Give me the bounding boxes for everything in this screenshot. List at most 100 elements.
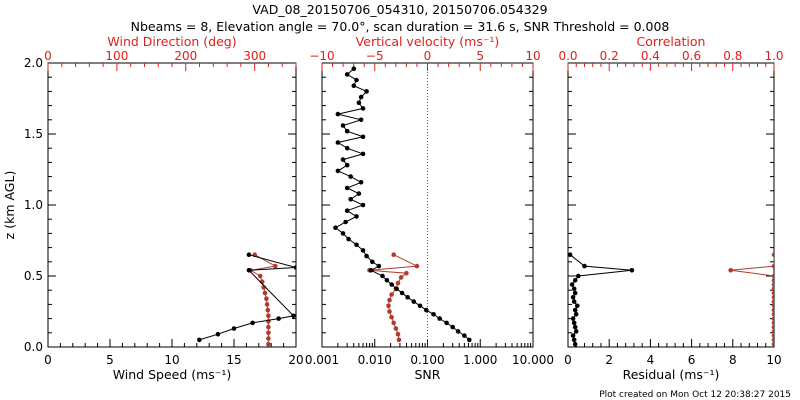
wind-direction-point (266, 336, 271, 341)
snr-point (335, 168, 341, 174)
snr-point (351, 83, 357, 88)
y-tick-label: 0.5 (24, 269, 43, 283)
residual-point (569, 282, 575, 287)
vertical-velocity-point (387, 297, 392, 303)
snr-point (360, 202, 366, 208)
snr-point (437, 316, 443, 321)
snr-point (389, 282, 395, 287)
snr-point (380, 273, 385, 279)
x-bottom-tick-label: 8 (729, 353, 737, 367)
snr-point (462, 333, 467, 338)
correlation-point (771, 341, 774, 347)
x-bottom-tick-label: 5 (106, 353, 114, 367)
residual-point (570, 295, 576, 300)
snr-point (417, 303, 423, 309)
snr-point (358, 94, 364, 100)
snr-point (354, 242, 359, 248)
snr-point (405, 295, 410, 300)
snr-point (340, 231, 346, 236)
residual-point (575, 303, 580, 309)
residual-point (571, 320, 577, 326)
correlation-point (771, 273, 774, 279)
snr-point (394, 286, 399, 292)
wind-direction-point (264, 302, 270, 307)
wind-speed-point (250, 320, 255, 326)
wind-direction-point (266, 330, 271, 336)
correlation-point (771, 307, 774, 313)
snr-point (399, 290, 405, 296)
wind-speed-point (293, 265, 296, 270)
vertical-velocity-point (414, 263, 420, 269)
vertical-velocity-point (391, 252, 397, 257)
x-top-tick-label: 300 (243, 49, 266, 63)
correlation-point (771, 278, 774, 283)
residual-point (576, 273, 581, 279)
x-bottom-tick-label: 20 (288, 353, 303, 367)
x-top-axis-title: Wind Direction (deg) (107, 34, 236, 49)
snr-point (344, 128, 350, 134)
snr-point (411, 299, 417, 304)
x-top-tick-label: 0.0 (558, 49, 577, 63)
snr-point (358, 180, 364, 185)
wind-direction-point (266, 324, 271, 330)
x-bottom-tick-label: 0 (44, 353, 52, 367)
snr-point (360, 151, 366, 157)
residual-point (572, 324, 578, 330)
snr-point (455, 329, 461, 334)
correlation-point (771, 303, 774, 309)
vertical-velocity-point (398, 275, 404, 280)
vertical-velocity-line (369, 254, 419, 340)
snr-point (340, 123, 346, 128)
vertical-velocity-point (391, 320, 397, 326)
x-top-tick-label: 0 (44, 49, 52, 63)
x-top-axis-title: Vertical velocity (ms⁻¹) (356, 34, 500, 49)
snr-point (344, 145, 350, 151)
data-layer (333, 66, 472, 343)
correlation-point (771, 286, 774, 292)
x-top-tick-label: −10 (309, 49, 334, 63)
correlation-point (771, 263, 774, 269)
snr-point (360, 134, 366, 140)
x-top-tick-label: 100 (105, 49, 128, 63)
wind-direction-point (257, 273, 263, 279)
residual-point (571, 286, 577, 292)
y-tick-label: 1.5 (24, 127, 43, 141)
correlation-point (771, 324, 774, 330)
residual-point (568, 252, 573, 257)
snr-point (368, 268, 374, 273)
snr-point (358, 117, 364, 123)
correlation-point (728, 268, 733, 273)
snr-point (356, 191, 362, 196)
residual-point (573, 312, 579, 317)
x-bottom-axis-title: SNR (415, 367, 441, 382)
correlation-point (771, 329, 774, 334)
snr-point (360, 106, 366, 111)
x-bottom-tick-label: 10 (164, 353, 179, 367)
x-top-tick-label: 0.2 (600, 49, 619, 63)
residual-point (572, 290, 578, 296)
panel-residual-panel: 0 2 4 6 8 10 Residual (ms⁻¹) 0.0 0.2 0.4 0.6 0.8 1.0… (558, 34, 783, 382)
snr-point (467, 337, 472, 343)
wind-speed-point (231, 326, 237, 331)
correlation-point (771, 337, 774, 343)
correlation-point (771, 290, 774, 296)
x-top-tick-label: 5 (476, 49, 484, 63)
snr-point (335, 140, 341, 145)
wind-direction-point (262, 290, 268, 296)
vertical-velocity-point (396, 337, 402, 343)
figure-title-line-2: Nbeams = 8, Elevation angle = 70.0°, sca… (131, 19, 670, 34)
x-top-tick-label: 0.4 (641, 49, 660, 63)
snr-point (348, 174, 354, 179)
residual-point (572, 307, 578, 313)
x-bottom-tick-label: 2 (605, 353, 613, 367)
snr-point (431, 312, 436, 317)
x-bottom-tick-label: 1.000 (463, 353, 497, 367)
y-tick-label: 1.0 (24, 198, 43, 212)
wind-speed-point (276, 316, 281, 321)
x-top-tick-label: 0.6 (682, 49, 701, 63)
x-bottom-axis-title: Wind Speed (ms⁻¹) (113, 367, 232, 382)
snr-point (335, 111, 341, 117)
x-bottom-tick-label: 0 (564, 353, 572, 367)
